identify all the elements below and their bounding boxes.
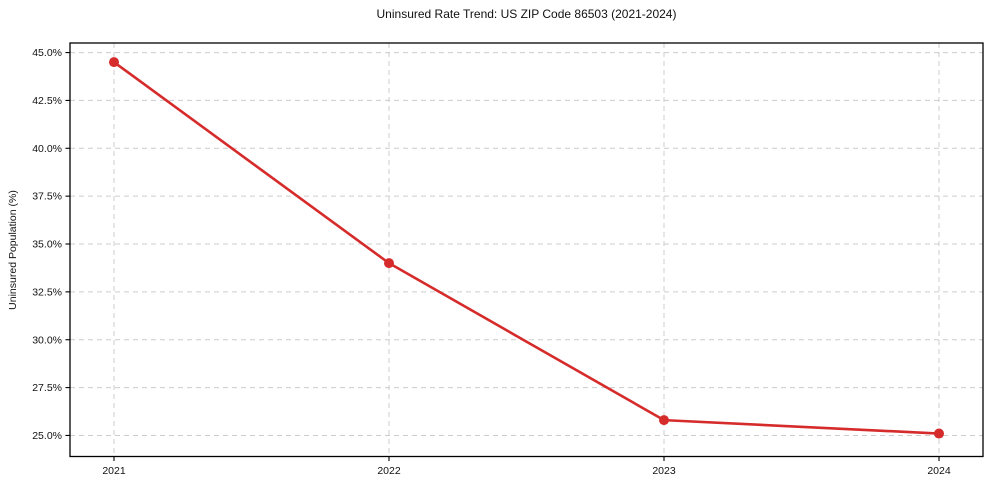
trend-line bbox=[112, 60, 941, 435]
data-point-2024 bbox=[934, 428, 944, 439]
y-tick-label: 27.5% bbox=[32, 382, 62, 394]
y-tick-label: 37.5% bbox=[32, 191, 62, 203]
y-tick-label: 45.0% bbox=[32, 47, 62, 59]
y-tick-label: 42.5% bbox=[32, 95, 62, 107]
y-tick-label: 30.0% bbox=[32, 334, 62, 346]
data-point-2023 bbox=[659, 415, 669, 426]
x-tick-label: 2021 bbox=[102, 465, 126, 477]
x-tick-label: 2023 bbox=[652, 465, 676, 477]
data-point-2021 bbox=[109, 57, 119, 68]
y-tick-label: 35.0% bbox=[32, 239, 62, 251]
y-tick-label: 40.0% bbox=[32, 143, 62, 155]
y-tick-label: 25.0% bbox=[32, 430, 62, 442]
x-tick-label: 2024 bbox=[927, 465, 951, 477]
chart-title: Uninsured Rate Trend: US ZIP Code 86503 … bbox=[376, 7, 677, 21]
data-point-2022 bbox=[384, 258, 394, 269]
y-tick-label: 32.5% bbox=[32, 286, 62, 298]
x-tick-label: 2022 bbox=[377, 465, 401, 477]
plot-border bbox=[69, 42, 984, 458]
